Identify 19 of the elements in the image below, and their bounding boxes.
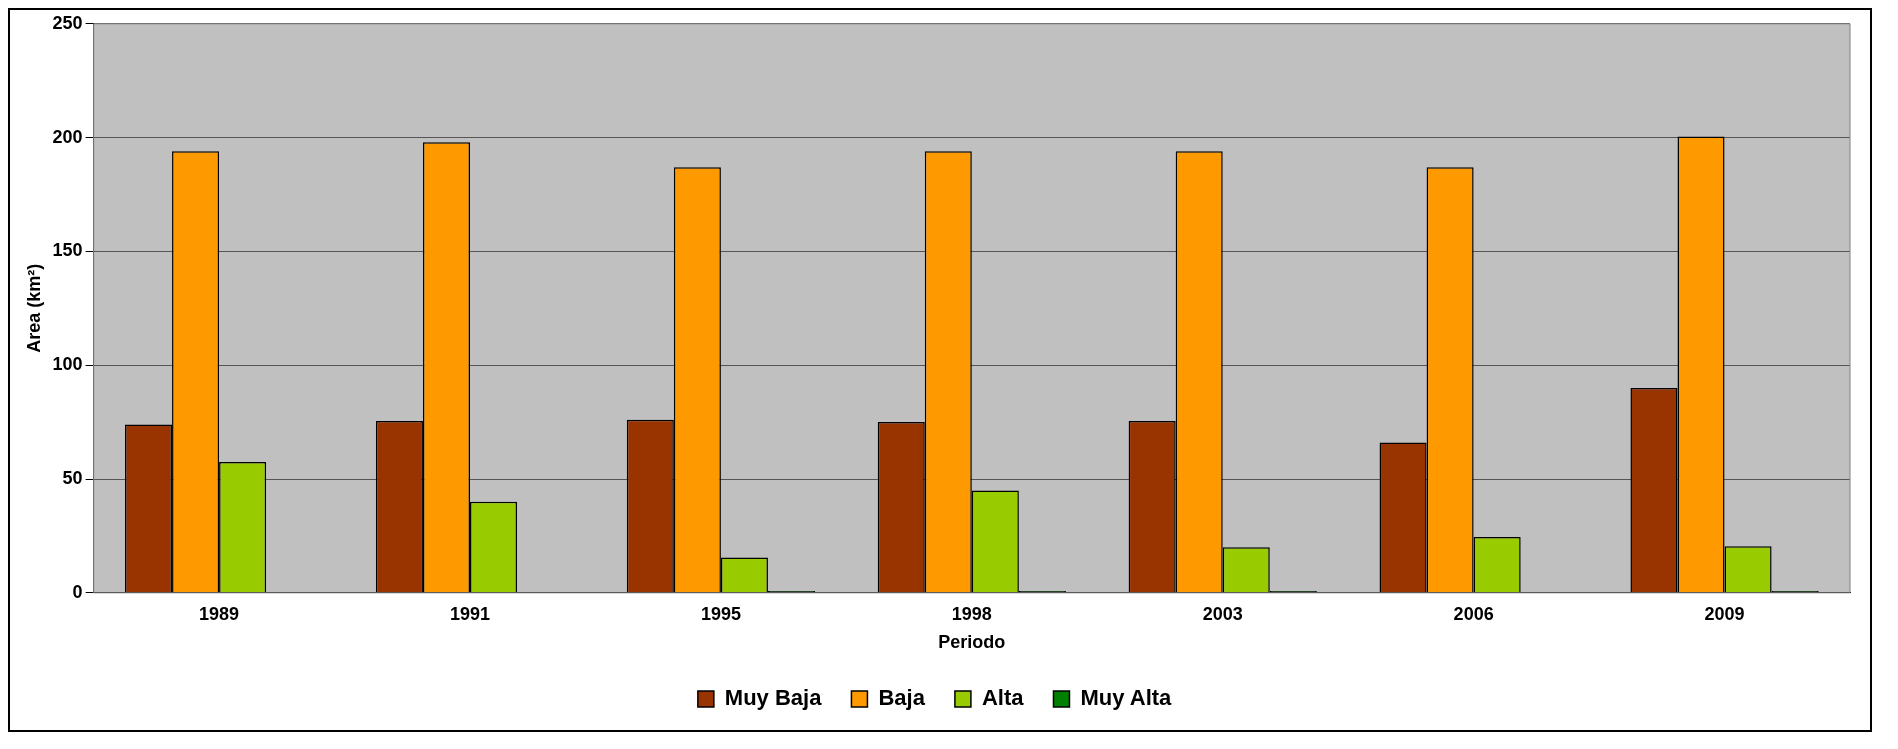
legend-label: Alta xyxy=(981,685,1025,711)
x-axis-title: Periodo xyxy=(938,632,1006,653)
x-tick-label: 1989 xyxy=(199,603,240,624)
x-tick-label: 1995 xyxy=(700,603,741,624)
y-tick-label: 0 xyxy=(72,581,83,602)
y-tick-label: 200 xyxy=(52,126,83,147)
legend-label: Muy Alta xyxy=(1080,685,1173,711)
y-tick-label: 250 xyxy=(52,12,83,33)
y-tick-label: 100 xyxy=(52,354,83,375)
legend-label: Baja xyxy=(878,685,926,711)
x-tick-label: 1991 xyxy=(449,603,491,624)
y-axis-title: Area (km²) xyxy=(23,263,44,353)
x-tick-label: 2006 xyxy=(1453,603,1494,624)
y-tick-label: 50 xyxy=(62,467,83,488)
y-tick-label: 150 xyxy=(52,240,83,261)
x-tick-label: 2003 xyxy=(1202,603,1243,624)
x-tick-label: 2009 xyxy=(1704,603,1745,624)
x-tick-label: 1998 xyxy=(951,603,992,624)
legend-label: Muy Baja xyxy=(724,685,823,711)
